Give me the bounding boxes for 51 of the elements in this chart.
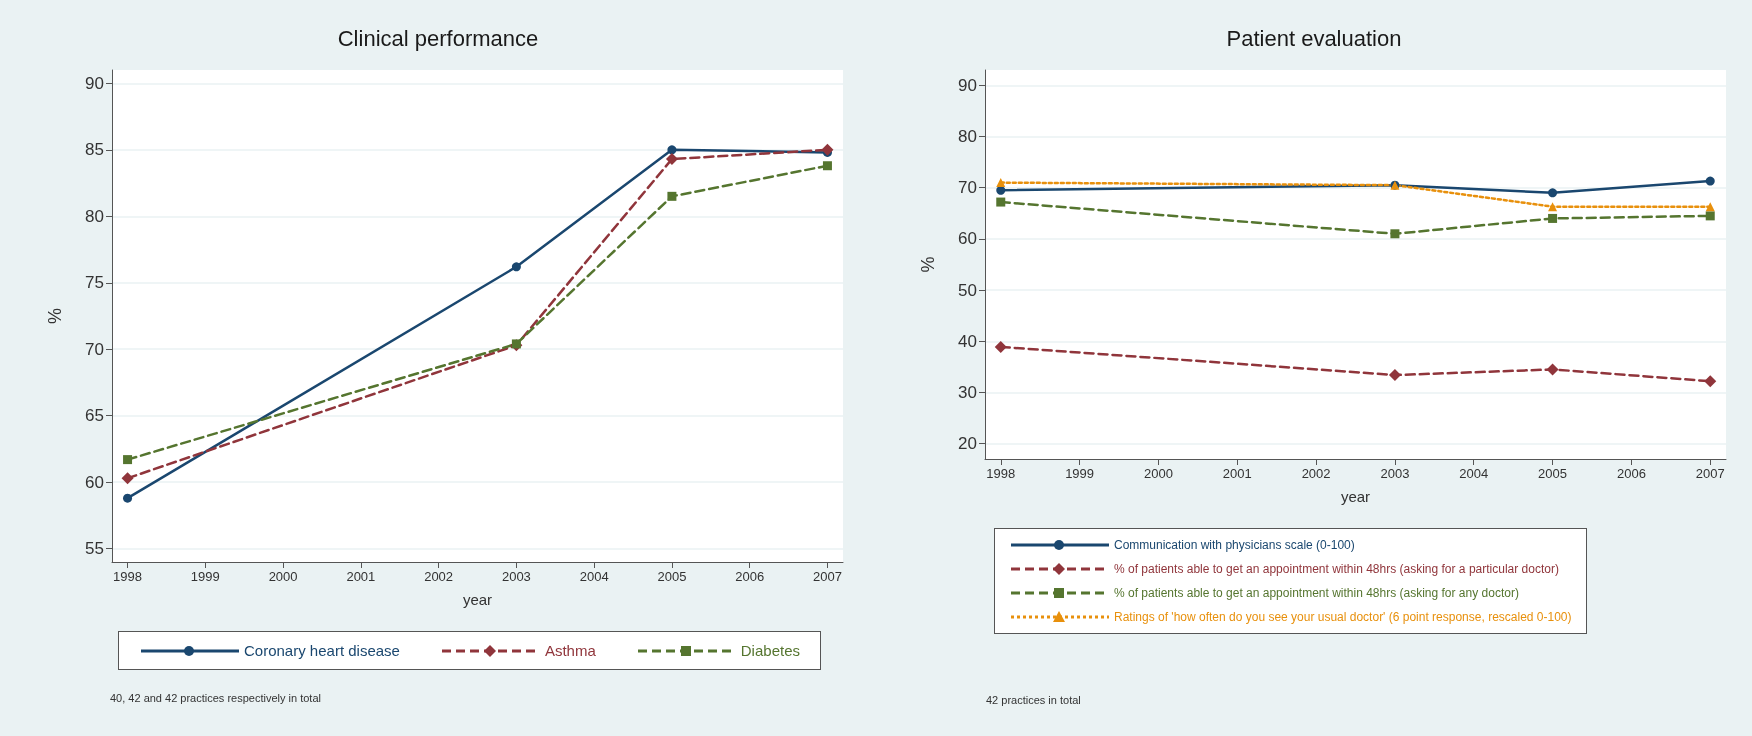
x-tick-label: 2001 <box>1222 466 1252 481</box>
y-tick-label: 30 <box>958 382 977 402</box>
x-tick-label: 2003 <box>1380 466 1410 481</box>
x-axis-title: year <box>1340 488 1371 505</box>
y-tick-label: 80 <box>958 127 977 147</box>
x-tick-label: 2007 <box>812 569 842 584</box>
x-tick-label: 2002 <box>424 569 454 584</box>
x-tick-label: 2004 <box>1459 466 1489 481</box>
text: % of patients able to get an appointment within 48hrs (asking for a particular doctor) <box>1114 562 1559 576</box>
x-tick-label: 1999 <box>190 569 220 584</box>
text: 42 practices in total <box>986 693 1081 706</box>
x-tick-label: 2003 <box>501 569 531 584</box>
y-tick-label: 60 <box>958 229 977 249</box>
x-tick-label: 1998 <box>986 466 1016 481</box>
text: Diabetes <box>740 642 800 659</box>
y-tick-label: 85 <box>85 140 104 160</box>
x-tick-label: 2002 <box>1301 466 1331 481</box>
y-tick-label: 55 <box>85 539 104 559</box>
y-tick-label: 75 <box>85 273 104 293</box>
x-tick-label: 2005 <box>657 569 687 584</box>
x-tick-label: 2006 <box>1616 466 1646 481</box>
y-tick-label: 80 <box>85 206 104 226</box>
x-tick-label: 2007 <box>1695 466 1725 481</box>
text: Asthma <box>544 642 596 659</box>
x-tick-label: 2000 <box>1143 466 1173 481</box>
text: Coronary heart disease <box>244 642 400 659</box>
y-tick-label: 50 <box>958 280 977 300</box>
x-tick-label: 2006 <box>735 569 765 584</box>
x-tick-label: 1999 <box>1065 466 1095 481</box>
y-tick-label: 40 <box>958 331 977 351</box>
x-tick-label: 2004 <box>579 569 609 584</box>
y-tick-label: 65 <box>85 406 104 426</box>
y-tick-label: 90 <box>958 75 977 95</box>
y-tick-label: 90 <box>85 73 104 93</box>
text: 40, 42 and 42 practices respectively in total <box>110 691 321 704</box>
y-tick-label: 20 <box>958 434 977 454</box>
x-tick-label: 1998 <box>113 569 143 584</box>
y-tick-label: 60 <box>85 472 104 492</box>
y-axis-title: % <box>918 256 938 273</box>
y-axis-title: % <box>45 307 65 325</box>
x-tick-label: 2000 <box>268 569 298 584</box>
x-tick-label: 2005 <box>1538 466 1568 481</box>
chart-title: Patient evaluation <box>1226 25 1402 51</box>
x-axis-title: year <box>462 591 493 608</box>
text: Communication with physicians scale (0-100) <box>1114 538 1355 552</box>
x-tick-label: 2001 <box>346 569 376 584</box>
y-tick-label: 70 <box>958 178 977 198</box>
chart-title: Clinical performance <box>337 25 539 51</box>
text: Ratings of 'how often do you see your usual doctor' (6 point response, rescaled 0-100) <box>1114 610 1572 624</box>
text: % of patients able to get an appointment within 48hrs (asking for any doctor) <box>1114 586 1519 600</box>
y-tick-label: 70 <box>85 339 104 359</box>
